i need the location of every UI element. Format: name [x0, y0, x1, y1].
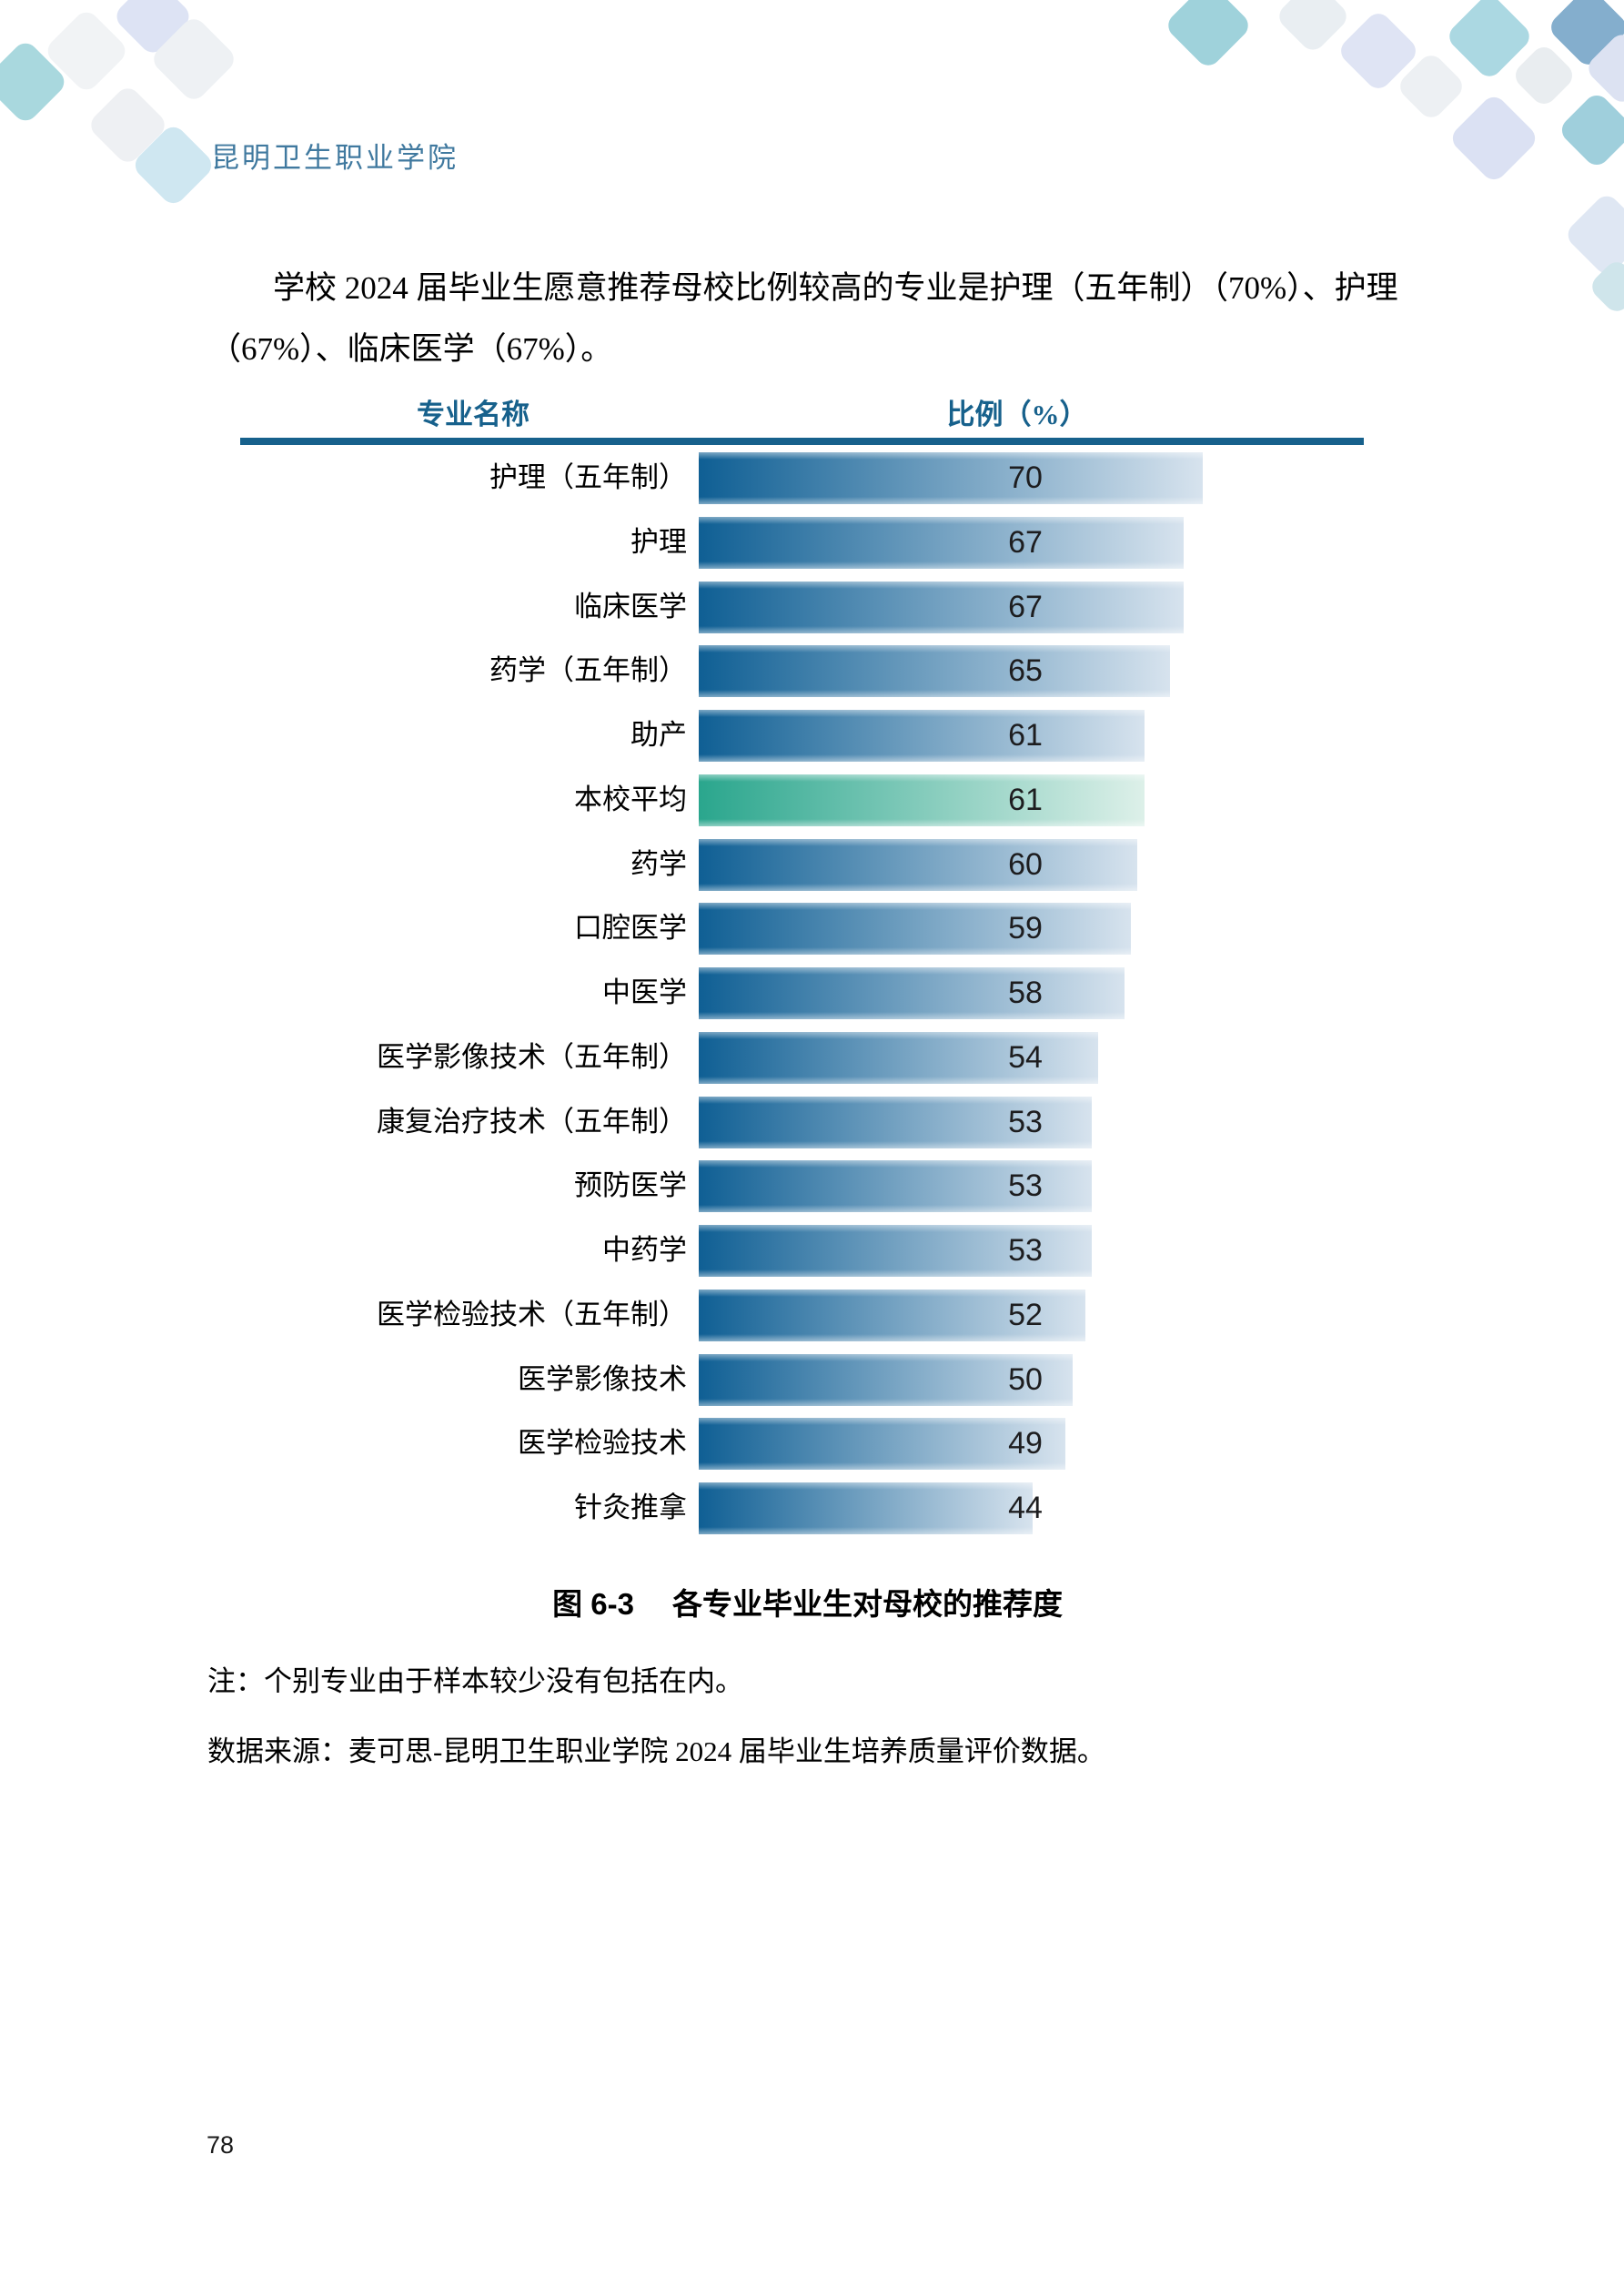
bar-value: 60 [1008, 846, 1043, 882]
chart-row: 医学影像技术 50 [209, 1348, 1419, 1412]
bar [699, 1353, 1073, 1406]
note-data-source: 数据来源：麦可思-昆明卫生职业学院 2024 届毕业生培养质量评价数据。 [207, 1735, 1105, 1767]
bar [699, 581, 1184, 633]
figure-number: 图 6-3 [552, 1587, 634, 1621]
chart-row: 助产 61 [209, 703, 1419, 768]
chart-row: 针灸推拿 44 [209, 1476, 1419, 1541]
bar-category-label: 医学检验技术（五年制） [377, 1298, 687, 1330]
deco-diamond [1447, 92, 1540, 185]
bar-value: 52 [1008, 1297, 1043, 1332]
figure-caption: 图 6-3 各专业毕业生对母校的推荐度 [209, 1580, 1406, 1623]
bar-value: 44 [1008, 1491, 1043, 1525]
bar-category-label: 康复治疗技术（五年制） [377, 1105, 687, 1138]
bar-school-average [699, 774, 1145, 826]
bar [699, 1031, 1098, 1084]
bar [699, 967, 1125, 1019]
chart-row: 医学影像技术（五年制） 54 [209, 1026, 1419, 1090]
bar-value: 59 [1008, 911, 1043, 946]
bar-category-label: 预防医学 [574, 1169, 687, 1202]
bar [699, 838, 1137, 891]
chart-row: 药学 60 [209, 833, 1419, 897]
deco-diamond [1274, 0, 1352, 56]
deco-diamond [1510, 42, 1578, 109]
bar [699, 1225, 1092, 1277]
figure-title: 各专业毕业生对母校的推荐度 [671, 1587, 1063, 1621]
bar-value: 53 [1008, 1104, 1043, 1139]
chart-row: 本校平均 61 [209, 768, 1419, 833]
chart-row: 中医学 58 [209, 961, 1419, 1026]
bar-value: 65 [1008, 653, 1043, 689]
bar-category-label: 针灸推拿 [574, 1492, 687, 1523]
bar [699, 1418, 1065, 1471]
bar-category-label: 助产 [630, 719, 687, 751]
chart-row: 药学（五年制） 65 [209, 639, 1419, 703]
bar-value: 61 [1008, 718, 1043, 753]
bar-category-label: 护理 [630, 525, 687, 558]
chart-row: 康复治疗技术（五年制） 53 [209, 1090, 1419, 1155]
bar-category-label: 临床医学 [574, 590, 687, 622]
column-header-major: 专业名称 [417, 399, 530, 430]
note-sample: 注：个别专业由于样本较少没有包括在内。 [207, 1665, 743, 1697]
bar-category-label: 本校平均 [574, 783, 687, 815]
bar-category-label: 药学（五年制） [489, 654, 687, 687]
bar-value: 50 [1008, 1361, 1043, 1397]
bar-category-label: 口腔医学 [574, 912, 687, 945]
chart-row: 护理 67 [209, 511, 1419, 575]
paragraph-line: 学校 2024 届毕业生愿意推荐母校比例较高的专业是护理（五年制）（70%）、护… [273, 270, 1398, 306]
chart-row: 医学检验技术（五年制） 52 [209, 1283, 1419, 1348]
bar-value: 67 [1008, 589, 1043, 624]
page-number: 78 [207, 2131, 235, 2159]
bar-value: 67 [1008, 524, 1043, 560]
bar-category-label: 医学影像技术（五年制） [377, 1040, 687, 1073]
paragraph-line: （67%）、临床医学（67%）。 [209, 331, 613, 367]
bar [699, 1289, 1085, 1341]
bar [699, 710, 1145, 762]
bar-category-label: 中医学 [602, 976, 687, 1008]
chart-row: 临床医学 67 [209, 575, 1419, 640]
institution-name: 昆明卫生职业学院 [211, 142, 459, 174]
bar-value: 61 [1008, 782, 1043, 817]
chart-row: 预防医学 53 [209, 1154, 1419, 1219]
bar [699, 516, 1184, 569]
bar-category-label: 药学 [630, 847, 687, 880]
chart-row: 口腔医学 59 [209, 896, 1419, 961]
bar-category-label: 医学检验技术 [518, 1427, 687, 1460]
bar-value: 70 [1008, 460, 1043, 495]
deco-diamond [1557, 90, 1624, 170]
column-header-ratio: 比例（%） [946, 399, 1088, 430]
bar-category-label: 医学影像技术 [518, 1362, 687, 1395]
header-divider-line [240, 438, 1364, 445]
bar-category-label: 护理（五年制） [489, 461, 687, 493]
bar [699, 645, 1170, 698]
bar-chart: 护理（五年制） 70 护理 67 临床医学 67 药学（五年制） 65 助产 61 本校平均 61 药学… [209, 446, 1419, 1541]
bar [699, 452, 1203, 504]
bar-value: 53 [1008, 1233, 1043, 1268]
bar [699, 1482, 1033, 1534]
deco-diamond [1163, 0, 1254, 71]
bar [699, 1096, 1092, 1148]
bar-category-label: 中药学 [602, 1234, 687, 1266]
bar-value: 49 [1008, 1426, 1043, 1462]
bar-value: 53 [1008, 1168, 1043, 1204]
chart-row: 医学检验技术 49 [209, 1411, 1419, 1476]
chart-row: 中药学 53 [209, 1219, 1419, 1283]
intro-paragraph: 学校 2024 届毕业生愿意推荐母校比例较高的专业是护理（五年制）（70%）、护… [209, 258, 1408, 379]
bar-value: 58 [1008, 976, 1043, 1010]
chart-row: 护理（五年制） 70 [209, 446, 1419, 511]
bar-value: 54 [1008, 1039, 1043, 1075]
bar [699, 1160, 1092, 1213]
bar [699, 903, 1131, 956]
